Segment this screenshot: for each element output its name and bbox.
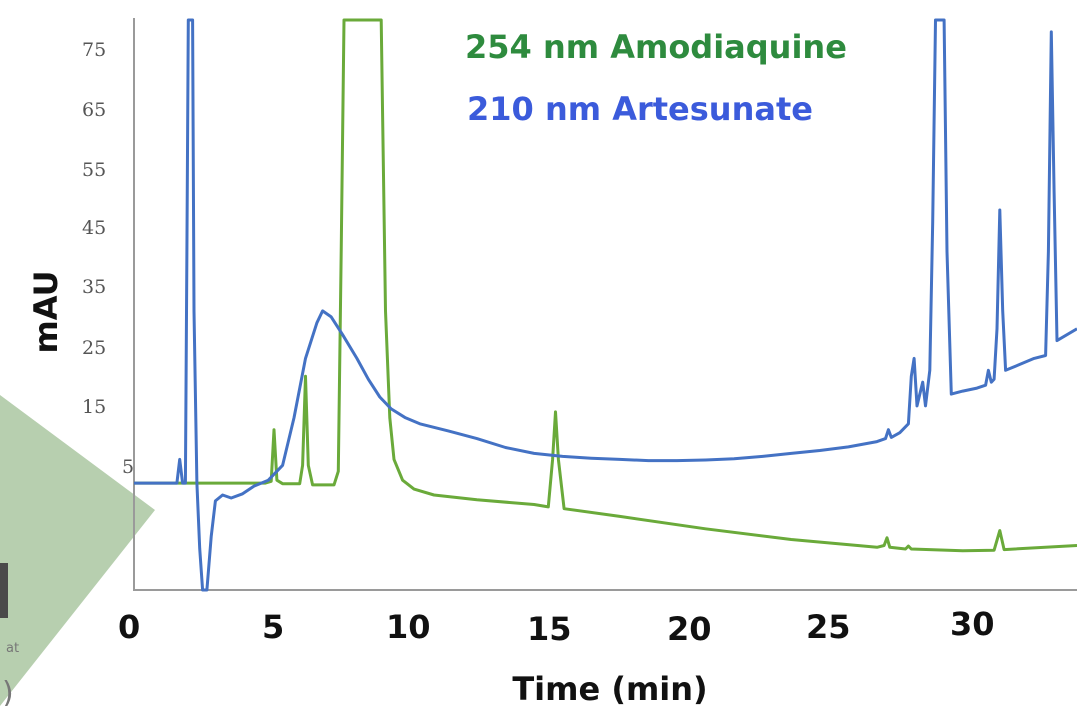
x-tick-labels: 0 5 10 15 20 25 30 — [118, 605, 995, 648]
x-tick-label: 0 — [118, 608, 140, 646]
x-tick-label: 25 — [806, 608, 851, 646]
y-tick-label: 55 — [82, 159, 106, 181]
y-tick-label: 75 — [82, 39, 106, 61]
y-tick-label: 25 — [82, 337, 106, 359]
traces-group — [134, 18, 1077, 592]
x-tick-label: 20 — [667, 610, 712, 648]
y-tick-label: 35 — [82, 276, 106, 298]
y-tick-label: 45 — [82, 217, 106, 239]
artesunate-trace — [134, 18, 1077, 592]
x-tick-label: 15 — [527, 610, 572, 648]
y-tick-label: 15 — [82, 396, 106, 418]
x-tick-label: 5 — [262, 608, 284, 646]
x-tick-label: 10 — [386, 608, 431, 646]
amodiaquine-trace — [134, 18, 1077, 553]
decorative-fragment-text: at — [6, 641, 19, 656]
decorative-paren-glyph: ) — [2, 676, 14, 706]
x-axis-title: Time (min) — [512, 670, 707, 706]
decorative-dark-mark — [0, 563, 8, 618]
legend: 254 nm Amodiaquine 210 nm Artesunate — [465, 28, 847, 128]
x-tick-label: 30 — [950, 605, 995, 643]
y-tick-label: 65 — [82, 99, 106, 121]
legend-entry-artesunate: 210 nm Artesunate — [467, 90, 813, 128]
legend-entry-amodiaquine: 254 nm Amodiaquine — [465, 28, 847, 66]
y-axis-title: mAU — [27, 270, 65, 353]
decorative-green-diamond — [0, 395, 155, 706]
y-tick-label: 5 — [122, 456, 134, 478]
y-tick-labels: 75 65 55 45 35 25 15 5 — [82, 39, 134, 478]
